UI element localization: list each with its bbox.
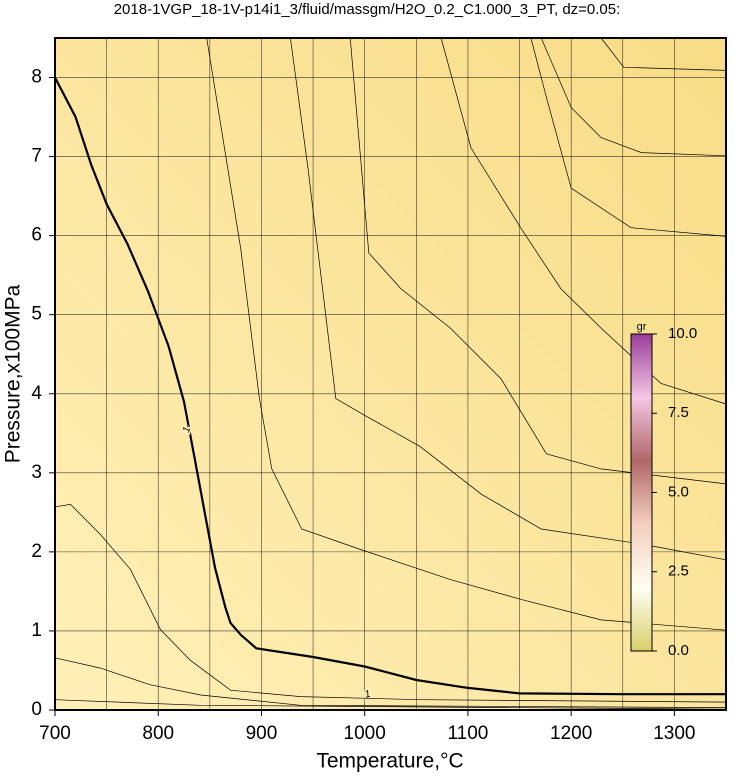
contour-line [440,37,727,405]
contour-label: 1 [181,426,193,434]
y-tick-label: 6 [31,225,42,246]
y-axis-label: Pressure,x100MPa [2,284,25,463]
colorbar-tick-label: 5.0 [668,483,689,500]
x-tick-label: 1200 [550,723,592,744]
x-tick-label: 900 [246,723,278,744]
y-tick-label: 8 [31,67,42,88]
contour-line [54,699,727,710]
y-tick-label: 4 [31,383,42,404]
chart-title: 2018-1VGP_18-1V-p14i1_3/fluid/massgm/H2O… [114,1,621,18]
colorbar-tick-label: 0.0 [668,642,689,659]
contour-label: 1 [364,689,372,701]
colorbar-tick-label: 2.5 [668,563,689,580]
contour-line [530,37,727,237]
y-tick-label: 7 [31,146,42,167]
y-tick-label: 2 [31,541,42,562]
colorbar-label: gr [637,321,647,333]
contour-line [290,37,727,561]
x-tick-label: 1000 [344,723,386,744]
x-tick-label: 1100 [447,723,488,744]
contour-line [54,76,726,696]
x-tick-label: 800 [142,723,174,744]
colorbar-tick-label: 10.0 [668,325,697,342]
colorbar [630,333,653,652]
y-tick-label: 5 [31,304,42,325]
y-tick-label: 0 [31,699,42,720]
contour-line [206,37,727,631]
x-tick-label: 1300 [653,723,695,744]
y-tick-label: 3 [31,462,42,483]
plot-background [55,38,726,710]
x-tick-label: 700 [39,723,71,744]
contour-line [540,37,727,157]
colorbar-tick-label: 7.5 [668,404,689,421]
y-tick-label: 1 [31,620,42,641]
contour-line [600,37,727,71]
contour-line [54,504,727,703]
plot-frame [54,37,727,711]
x-axis-label: Temperature,°C [316,750,463,773]
contour-line [349,37,727,485]
contour-line [54,657,727,708]
